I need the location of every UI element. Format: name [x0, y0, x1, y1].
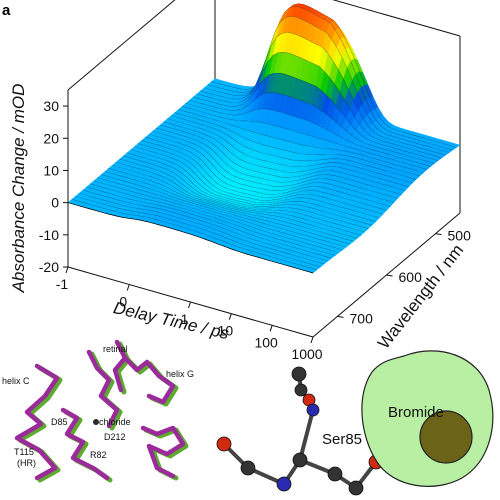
- ser85-label: Ser85: [322, 431, 362, 448]
- bromide-label: Bromide: [388, 404, 444, 421]
- label-helix-g: helix G: [166, 369, 194, 379]
- y-tick-label: 700: [350, 310, 374, 326]
- atom: [276, 476, 292, 492]
- y-tick: [337, 315, 344, 318]
- surface-plot: [67, 3, 461, 274]
- label-r82: R82: [90, 450, 107, 460]
- x-tick: [65, 266, 69, 274]
- label-helix-c: helix C: [2, 376, 30, 386]
- z-tick-label: 20: [43, 130, 59, 146]
- label-chloride: chloride: [99, 417, 131, 427]
- y-tick-label: 600: [399, 269, 423, 285]
- chloride-ion: [93, 419, 99, 425]
- label-d212: D212: [104, 432, 126, 442]
- y-tick: [386, 274, 393, 277]
- y-axis-label: Wavelength / nm: [374, 241, 467, 353]
- label-d85: D85: [51, 417, 68, 427]
- z-tick-label: 0: [51, 195, 59, 211]
- atom: [348, 480, 364, 496]
- helix-traces: [14, 339, 189, 483]
- x-tick-label: 1000: [291, 346, 322, 362]
- atom: [240, 460, 256, 476]
- x-tick: [269, 325, 273, 332]
- bromide-panel: Bromide: [361, 350, 494, 487]
- helix-trace-purple: [14, 363, 60, 481]
- label-hr: (HR): [17, 458, 36, 468]
- bond: [298, 409, 315, 461]
- protein-structure-panel: retinal helix C helix G D85 chloride D21…: [2, 339, 194, 483]
- helix-trace-purple: [86, 349, 120, 429]
- x-tick-label: 10: [218, 323, 234, 339]
- atom: [216, 436, 232, 452]
- box-edge: [67, 0, 176, 91]
- y-tick-label: 500: [448, 228, 472, 244]
- helix-trace-purple: [112, 339, 128, 393]
- z-tick-label: -20: [39, 259, 59, 275]
- ser85-molecule-panel: Ser85: [216, 366, 384, 496]
- atom: [292, 452, 308, 468]
- x-tick-label: 1: [181, 311, 189, 327]
- helix-trace-purple: [140, 425, 186, 479]
- x-tick-label: -1: [56, 276, 69, 292]
- ser85-atoms: [216, 366, 384, 496]
- bromide-ion: [419, 410, 473, 464]
- z-tick-label: -10: [39, 227, 59, 243]
- atom: [306, 403, 320, 417]
- label-retinal: retinal: [103, 344, 128, 354]
- box-edge: [332, 0, 461, 37]
- z-tick-label: 10: [43, 162, 59, 178]
- kinetic-trace: [67, 202, 314, 274]
- x-tick: [228, 313, 232, 320]
- x-tick-label: 100: [254, 334, 278, 350]
- panel-label: a: [2, 2, 11, 19]
- helix-trace-purple: [60, 407, 110, 481]
- atom: [327, 466, 343, 482]
- x-tick: [310, 336, 314, 344]
- x-axis-label: Delay Time / ps: [112, 298, 232, 343]
- z-tick-label: 30: [43, 98, 59, 114]
- atom: [291, 366, 307, 382]
- x-tick: [188, 301, 191, 309]
- atom: [294, 383, 308, 397]
- z-axis-label: Absorbance Change / mOD: [9, 84, 28, 294]
- y-tick: [435, 233, 442, 236]
- x-tick-label: 0: [119, 294, 127, 310]
- label-t115: T115: [14, 447, 34, 457]
- x-tick: [126, 284, 130, 291]
- helix-trace-purple: [122, 355, 176, 405]
